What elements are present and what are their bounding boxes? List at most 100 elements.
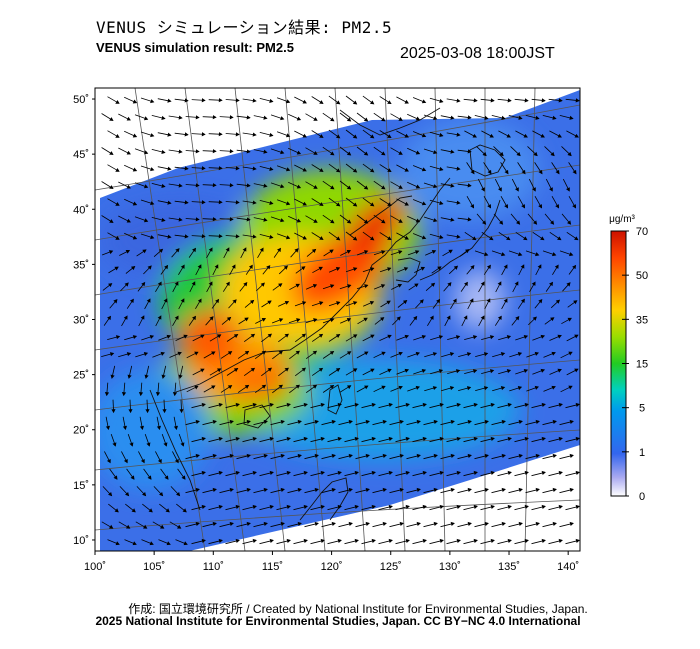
wind-arrow-head [483, 352, 489, 357]
wind-arrow-head [177, 351, 182, 356]
wind-arrow-head [347, 385, 352, 390]
wind-arrow-head [246, 453, 251, 459]
wind-arrow-head [523, 236, 528, 241]
wind-arrow-head [567, 220, 572, 225]
wind-arrow-head [470, 169, 475, 175]
copyright-line: 2025 National Institute for Environmenta… [0, 614, 700, 628]
wind-arrow-head [506, 236, 511, 241]
wind-arrow-head [211, 351, 216, 356]
wind-arrow-head [201, 504, 206, 510]
wind-arrow-head [244, 384, 250, 389]
wind-arrow-head [439, 234, 444, 240]
wind-arrow-head [284, 300, 290, 305]
wind-arrow-head [387, 368, 392, 373]
wind-arrow-head [208, 247, 213, 252]
wind-arrow-head [110, 374, 115, 379]
wind-arrow-head [296, 318, 301, 323]
wind-arrow-head [348, 487, 353, 493]
wind-arrow-head [517, 252, 523, 257]
wind-arrow-head [286, 538, 291, 544]
wind-arrow-head [302, 167, 307, 172]
wind-arrow-head [433, 419, 438, 425]
wind-arrow-head [463, 315, 468, 320]
wind-arrow-head [398, 250, 403, 255]
wind-arrow-head [138, 392, 144, 397]
wind-arrow-head [178, 217, 183, 222]
wind-arrow-head [312, 284, 318, 289]
wind-arrow-head [484, 115, 489, 120]
wind-arrow-head [109, 219, 114, 223]
wind-arrow-head [514, 281, 519, 286]
wind-arrow-head [131, 508, 136, 513]
wind-arrow-head [439, 538, 444, 544]
wind-arrow-head [252, 436, 257, 442]
wind-arrow-head [201, 98, 206, 103]
wind-arrow-head [450, 419, 455, 425]
wind-arrow-head [163, 442, 168, 447]
wind-arrow-head [227, 385, 233, 389]
longitude-axis: 100˚ 105˚ 110˚ 115˚ 120˚ 125˚ 130˚ 135˚ 140˚ [84, 551, 579, 573]
wind-arrow-head [433, 150, 438, 155]
wind-arrow-head [166, 541, 171, 546]
wind-arrow-head [558, 504, 563, 510]
wind-arrow-head [489, 369, 495, 374]
wind-arrow-head [132, 167, 138, 172]
wind-arrow-head [521, 204, 526, 209]
wind-arrow-head [303, 436, 308, 442]
wind-arrow-head [421, 133, 427, 138]
wind-arrow-head [371, 504, 376, 510]
wind-arrow-head [490, 504, 495, 510]
wind-arrow-head [209, 316, 214, 321]
wind-arrow-head [331, 419, 336, 425]
lon-label: 110˚ [203, 561, 224, 573]
credit-text: 作成: 国立環境研究所 / Created by National Instit… [128, 602, 588, 616]
wind-arrow-head [507, 538, 512, 544]
wind-arrow-head [504, 204, 509, 209]
wind-arrow-head [566, 282, 571, 287]
wind-vector-field [101, 95, 580, 546]
wind-arrow-head [233, 334, 239, 338]
wind-arrow-head [439, 98, 444, 104]
wind-arrow-head [436, 298, 441, 304]
wind-arrow-head [541, 402, 546, 408]
wind-arrow-head [335, 334, 341, 338]
wind-arrow-head [363, 151, 369, 156]
wind-arrow-head [301, 301, 307, 306]
wind-arrow-head [114, 266, 119, 271]
wind-arrow-head [552, 453, 557, 459]
lon-label: 100˚ [84, 561, 106, 573]
wind-arrow-head [490, 470, 495, 476]
wind-arrow-head [398, 117, 403, 121]
wind-arrow-head [555, 204, 560, 209]
wind-arrow-head [109, 185, 114, 189]
wind-arrow-head [150, 133, 155, 138]
wind-arrow-head [456, 98, 461, 103]
wind-arrow-head [534, 385, 539, 390]
wind-arrow-head [297, 453, 302, 459]
wind-arrow-head [284, 367, 289, 372]
wind-arrow-head [501, 487, 506, 493]
wind-arrow-head [569, 453, 574, 459]
wind-arrow-head [501, 453, 506, 459]
wind-arrow-head [160, 524, 165, 529]
wind-arrow-head [484, 521, 489, 527]
wind-arrow-head [235, 98, 240, 103]
wind-arrow-head [404, 235, 409, 240]
wind-arrow-head [520, 264, 525, 269]
wind-arrow-head [337, 470, 342, 476]
wind-arrow-head [456, 234, 461, 239]
wind-arrow-head [235, 504, 240, 510]
wind-arrow-head [404, 167, 409, 172]
wind-arrow-head [524, 470, 529, 476]
wind-arrow-head [568, 351, 573, 356]
wind-arrow-head [162, 409, 167, 414]
wind-arrow-head [297, 419, 302, 425]
wind-arrow-head [464, 281, 468, 287]
wind-arrow-head [212, 521, 217, 527]
wind-arrow-head [437, 266, 442, 271]
wind-arrow-head [167, 200, 172, 205]
wind-arrow-head [416, 453, 421, 459]
wind-arrow-head [280, 487, 285, 493]
wind-arrow-head [456, 504, 461, 510]
wind-arrow-head [575, 98, 580, 103]
